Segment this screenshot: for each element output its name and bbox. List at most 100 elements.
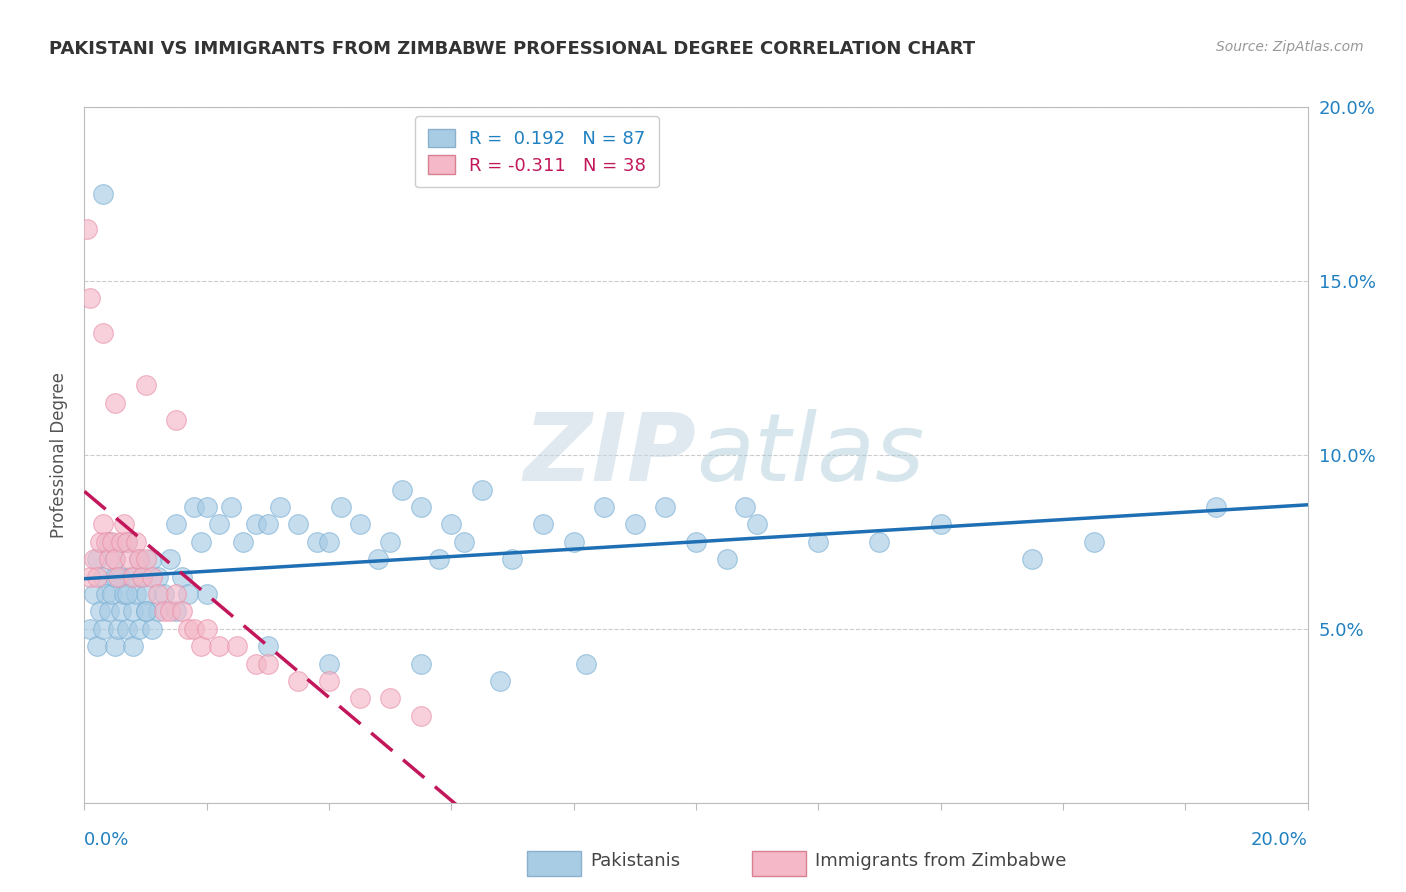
Point	[104, 552, 127, 566]
Point	[107, 570, 129, 584]
Point	[104, 395, 127, 409]
Point	[110, 534, 132, 549]
Point	[183, 500, 205, 514]
Point	[91, 326, 114, 340]
Point	[91, 622, 114, 636]
Point	[159, 605, 181, 619]
Point	[115, 587, 138, 601]
Point	[101, 587, 124, 601]
Point	[453, 534, 475, 549]
Point	[502, 552, 524, 566]
Point	[349, 517, 371, 532]
Point	[135, 378, 157, 392]
Point	[654, 500, 676, 514]
Point	[125, 587, 148, 601]
Point	[440, 517, 463, 532]
Point	[929, 517, 952, 532]
Point	[115, 534, 138, 549]
Point	[146, 587, 169, 601]
Point	[489, 674, 512, 689]
Point	[1205, 500, 1227, 514]
Point	[101, 534, 124, 549]
Text: ZIP: ZIP	[523, 409, 696, 501]
Point	[94, 534, 117, 549]
Text: Pakistanis: Pakistanis	[591, 852, 681, 870]
Text: atlas: atlas	[696, 409, 924, 500]
Point	[165, 413, 187, 427]
Point	[575, 657, 598, 671]
Point	[380, 534, 402, 549]
Point	[89, 534, 111, 549]
Point	[165, 605, 187, 619]
Point	[380, 691, 402, 706]
Point	[115, 622, 138, 636]
Point	[86, 552, 108, 566]
Point	[79, 622, 101, 636]
Point	[159, 552, 181, 566]
Point	[195, 587, 218, 601]
Point	[624, 517, 647, 532]
Y-axis label: Professional Degree: Professional Degree	[51, 372, 69, 538]
Point	[318, 674, 340, 689]
Point	[219, 500, 242, 514]
Text: Source: ZipAtlas.com: Source: ZipAtlas.com	[1216, 40, 1364, 54]
Point	[135, 552, 157, 566]
Point	[208, 517, 231, 532]
Point	[716, 552, 738, 566]
Point	[172, 570, 194, 584]
Point	[807, 534, 830, 549]
Point	[172, 605, 194, 619]
Point	[153, 587, 176, 601]
Point	[734, 500, 756, 514]
Point	[91, 517, 114, 532]
Point	[128, 622, 150, 636]
Point	[79, 570, 101, 584]
Point	[257, 639, 280, 653]
Point	[409, 500, 432, 514]
Point	[83, 552, 105, 566]
Point	[208, 639, 231, 653]
Point	[91, 186, 114, 201]
Point	[135, 587, 157, 601]
Point	[91, 570, 114, 584]
Point	[122, 639, 145, 653]
Text: Immigrants from Zimbabwe: Immigrants from Zimbabwe	[815, 852, 1067, 870]
Point	[531, 517, 554, 532]
Point	[190, 639, 212, 653]
Point	[141, 552, 163, 566]
Point	[153, 605, 176, 619]
Point	[257, 517, 280, 532]
Point	[141, 570, 163, 584]
Point	[97, 552, 120, 566]
Point	[305, 534, 328, 549]
Point	[115, 534, 138, 549]
Point	[122, 605, 145, 619]
Point	[104, 639, 127, 653]
Point	[135, 605, 157, 619]
Point	[330, 500, 353, 514]
Point	[257, 657, 280, 671]
Point	[245, 657, 267, 671]
Point	[97, 605, 120, 619]
Point	[1021, 552, 1043, 566]
Point	[1083, 534, 1105, 549]
Point	[245, 517, 267, 532]
Point	[128, 552, 150, 566]
Point	[104, 552, 127, 566]
Point	[112, 587, 135, 601]
Point	[183, 622, 205, 636]
Point	[165, 517, 187, 532]
Point	[409, 708, 432, 723]
Point	[471, 483, 494, 497]
Point	[593, 500, 616, 514]
Point	[97, 534, 120, 549]
Point	[110, 570, 132, 584]
Point	[190, 534, 212, 549]
Point	[409, 657, 432, 671]
Point	[287, 517, 309, 532]
Point	[318, 534, 340, 549]
Point	[287, 674, 309, 689]
Point	[269, 500, 291, 514]
Point	[165, 587, 187, 601]
Point	[86, 639, 108, 653]
